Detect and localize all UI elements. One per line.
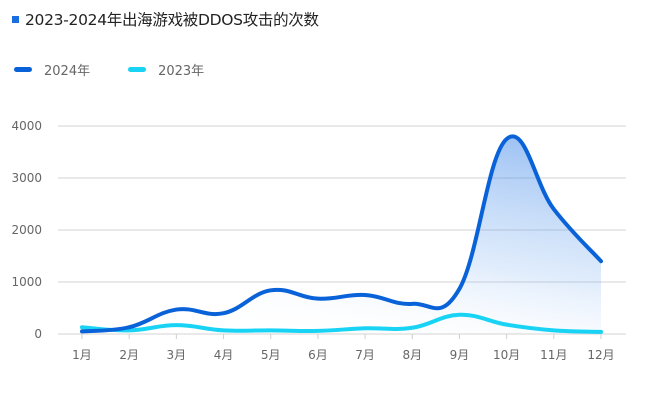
x-tick-label: 11月 (540, 348, 567, 362)
y-tick-label: 4000 (11, 119, 42, 133)
y-tick-label: 0 (34, 327, 42, 341)
legend-swatch-icon (14, 67, 32, 72)
y-tick-label: 3000 (11, 171, 42, 185)
x-tick-label: 10月 (493, 348, 520, 362)
x-tick-label: 2月 (119, 348, 139, 362)
chart-legend: 2024年 2023年 (14, 60, 242, 79)
x-axis: 1月 2月 3月 4月 5月 6月 7月 8月 9月 10月 11月 12月 (72, 334, 615, 362)
x-tick-label: 7月 (355, 348, 375, 362)
x-tick-label: 3月 (167, 348, 187, 362)
x-tick-label: 4月 (214, 348, 234, 362)
series-line-2023年 (80, 312, 603, 334)
legend-label: 2024年 (44, 64, 91, 79)
x-tick-label: 5月 (261, 348, 281, 362)
x-tick-label: 1月 (72, 348, 92, 362)
legend-item-2023[interactable]: 2023年 (128, 60, 204, 79)
y-tick-label: 1000 (11, 275, 42, 289)
y-axis: 0 1000 2000 3000 4000 (11, 119, 42, 341)
x-tick-label: 9月 (450, 348, 470, 362)
legend-label: 2023年 (158, 64, 205, 79)
legend-item-2024[interactable]: 2024年 (14, 60, 90, 79)
x-tick-label: 6月 (308, 348, 328, 362)
x-tick-label: 12月 (587, 348, 614, 362)
chart-series (80, 134, 603, 334)
chart-title: 2023-2024年出海游戏被DDOS攻击的次数 (25, 11, 319, 29)
title-marker-icon (12, 15, 19, 23)
series-area (82, 136, 601, 334)
legend-swatch-icon (128, 67, 147, 72)
chart-title-row: 2023-2024年出海游戏被DDOS攻击的次数 (12, 8, 319, 30)
x-tick-label: 8月 (402, 348, 422, 362)
series-line-2024年 (80, 134, 603, 334)
y-tick-label: 2000 (11, 223, 42, 237)
